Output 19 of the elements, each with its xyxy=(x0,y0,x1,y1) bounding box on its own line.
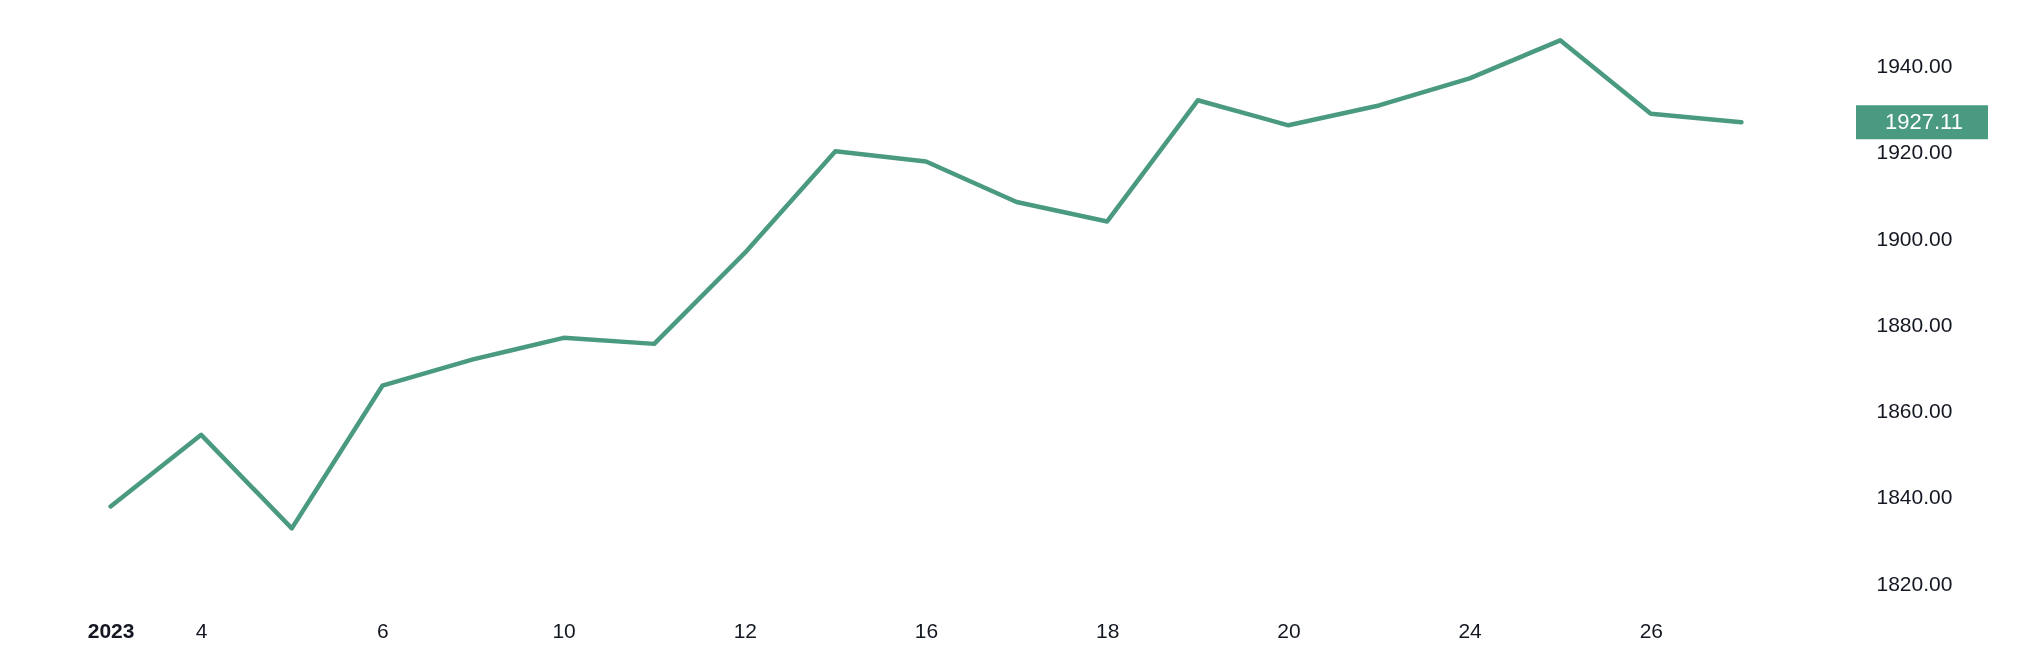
y-tick-label: 1820.00 xyxy=(1876,571,1953,595)
x-tick-label: 16 xyxy=(914,618,939,642)
y-tick-label: 1940.00 xyxy=(1876,54,1953,78)
y-tick-label: 1840.00 xyxy=(1876,485,1953,509)
x-tick-label: 2023 xyxy=(87,618,135,642)
text: 1927.11 xyxy=(1885,109,1963,135)
x-tick-label: 26 xyxy=(1639,618,1663,642)
x-tick-label: 4 xyxy=(195,618,208,642)
x-tick-label: 6 xyxy=(377,618,389,642)
y-tick-label: 1880.00 xyxy=(1876,312,1953,336)
x-tick-label: 10 xyxy=(552,618,576,642)
x-tick-label: 18 xyxy=(1096,618,1120,642)
y-tick-label: 1860.00 xyxy=(1876,399,1953,423)
y-tick-label: 1920.00 xyxy=(1876,140,1953,164)
x-tick-label: 12 xyxy=(733,618,757,642)
x-tick-label: 24 xyxy=(1458,618,1483,642)
x-tick-label: 20 xyxy=(1277,618,1301,642)
y-tick-label: 1900.00 xyxy=(1876,226,1953,250)
line-series xyxy=(108,38,1744,531)
